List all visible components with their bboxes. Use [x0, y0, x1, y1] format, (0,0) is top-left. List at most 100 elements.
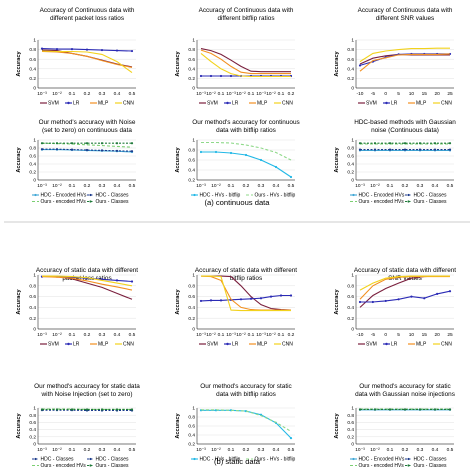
- chart-title-line: Accuracy of Continuous data with: [40, 7, 135, 14]
- data-point: [358, 64, 362, 67]
- y-tick-label: 0: [351, 178, 354, 184]
- legend-marker: [34, 457, 37, 461]
- data-point: [229, 151, 233, 155]
- legend-label: Ours - HVs - bitflip: [255, 193, 296, 199]
- legend-label: HDC - Encoded HVs: [359, 193, 405, 199]
- data-point: [100, 408, 104, 411]
- y-tick-label: 0.6: [29, 294, 36, 300]
- legend-marker: [352, 193, 355, 197]
- y-tick-label: 1: [33, 38, 36, 44]
- x-tick-label: 0.1: [248, 332, 255, 338]
- legend-label: HDC - Classes: [96, 457, 130, 463]
- chart-title-line: Our method's accuracy for static: [359, 383, 451, 390]
- data-point: [100, 48, 104, 52]
- legend-label: LR: [232, 342, 239, 348]
- y-tick-label: 0.2: [29, 316, 36, 322]
- chart-2: Accuracy of Continuous data withdifferen…: [175, 7, 295, 107]
- series-line: [201, 275, 291, 312]
- x-tick-label: 0.2: [243, 447, 250, 453]
- legend-marker: [407, 193, 410, 197]
- x-tick-label: 0.2: [288, 332, 295, 338]
- y-tick-label: 0.2: [188, 442, 195, 448]
- y-tick-label: 0: [351, 86, 354, 92]
- data-point: [244, 153, 248, 157]
- data-point: [239, 298, 243, 301]
- data-point: [289, 294, 293, 297]
- series-line: [359, 47, 450, 63]
- y-tick-label: 0: [351, 327, 354, 333]
- y-axis-label: Accuracy: [334, 51, 340, 77]
- legend-label: LR: [391, 342, 398, 348]
- y-axis-label: Accuracy: [16, 51, 22, 77]
- x-tick-label: 10⁻³: [355, 183, 365, 189]
- x-tick-label: 10⁻³: [196, 183, 206, 189]
- x-tick-label: 0.2: [84, 447, 91, 453]
- chart-grid: Accuracy of Continuous data withdifferen…: [16, 7, 456, 469]
- x-tick-label: -5: [371, 91, 376, 97]
- x-tick-label: 5: [397, 332, 400, 338]
- y-tick-label: 0.8: [347, 283, 354, 289]
- y-axis-label: Accuracy: [334, 289, 340, 315]
- y-tick-label: 0.6: [188, 57, 195, 63]
- data-point: [358, 148, 362, 151]
- data-point: [418, 408, 422, 411]
- legend-label: LR: [73, 342, 80, 348]
- y-tick-label: 0.2: [29, 76, 36, 82]
- x-tick-label: 0.3: [258, 447, 265, 453]
- x-tick-label: 10: [409, 332, 415, 338]
- y-tick-label: 1: [192, 138, 195, 144]
- y-tick-label: 0.4: [347, 162, 354, 168]
- y-tick-label: 0.4: [29, 162, 36, 168]
- x-tick-label: 0.4: [114, 91, 121, 97]
- chart-title-line: Accuracy of static data with different: [354, 267, 456, 274]
- chart-title-line: noise (Continuous data): [371, 127, 439, 134]
- data-point: [423, 297, 426, 300]
- data-point: [40, 47, 44, 50]
- x-tick-label: 10⁻³: [256, 332, 266, 338]
- legend-marker: [34, 193, 37, 197]
- legend-marker: [67, 101, 70, 105]
- y-tick-label: 0.8: [29, 47, 36, 53]
- y-tick-label: 0.6: [188, 158, 195, 164]
- legend-label: Ours - encoded HVs: [359, 463, 405, 469]
- data-point: [433, 142, 437, 145]
- x-tick-label: 0: [384, 332, 387, 338]
- data-point: [259, 158, 263, 162]
- data-point: [115, 408, 119, 411]
- data-point: [433, 148, 437, 151]
- x-tick-label: 0.1: [228, 183, 235, 189]
- legend-marker: [193, 457, 196, 461]
- y-axis-label: Accuracy: [16, 289, 22, 315]
- x-tick-label: 10⁻³: [196, 332, 206, 338]
- chart-4: Our method's accuracy with Noise(set to …: [16, 119, 136, 205]
- y-tick-label: 0.8: [347, 146, 354, 152]
- x-tick-label: 10⁻²: [236, 91, 246, 97]
- chart-title-line: SNR values: [388, 275, 422, 282]
- data-point: [289, 437, 293, 440]
- x-tick-label: 0.1: [278, 91, 285, 97]
- x-tick-label: 0.4: [273, 447, 280, 453]
- x-tick-label: 10⁻²: [266, 332, 276, 338]
- data-point: [115, 142, 119, 145]
- legend-marker: [89, 457, 92, 461]
- data-point: [373, 148, 377, 151]
- chart-title-line: Accuracy of Continuous data with: [199, 7, 294, 14]
- chart-9: Accuracy of static data with differentSN…: [334, 267, 456, 348]
- chart-7: Accuracy of static data with differentpa…: [16, 267, 138, 348]
- x-tick-label: 10⁻²: [206, 91, 216, 97]
- series-line: [359, 53, 450, 66]
- x-tick-label: 10⁻³: [37, 332, 47, 338]
- data-point: [40, 408, 44, 411]
- chart-title-line: different bitflip ratios: [217, 15, 274, 22]
- x-tick-label: 0.5: [129, 332, 136, 338]
- y-tick-label: 0.6: [29, 420, 36, 426]
- caption-static: (b) static data: [214, 457, 261, 466]
- data-point: [249, 297, 253, 300]
- y-tick-label: 0.4: [347, 305, 354, 311]
- x-tick-label: 10⁻²: [266, 91, 276, 97]
- x-tick-label: 0.3: [417, 447, 424, 453]
- data-point: [373, 408, 377, 411]
- legend-label: SVM: [207, 101, 218, 107]
- x-tick-label: 0.2: [288, 91, 295, 97]
- x-tick-label: 10⁻³: [355, 447, 365, 453]
